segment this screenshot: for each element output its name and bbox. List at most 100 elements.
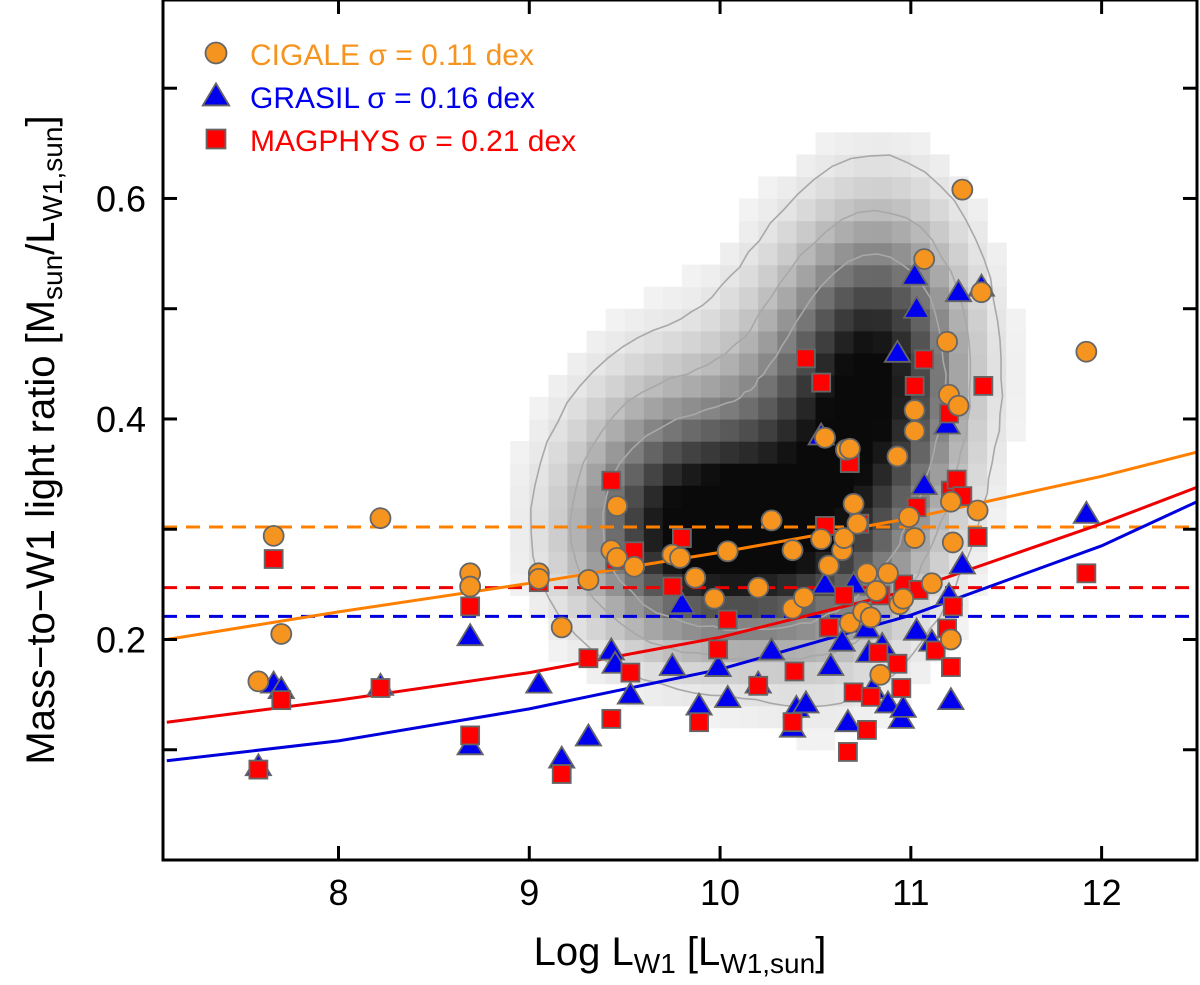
density-cell: [548, 396, 569, 420]
density-cell: [605, 330, 626, 354]
density-cell: [662, 463, 683, 486]
magphys-point: [782, 712, 803, 733]
density-cell: [1006, 419, 1026, 442]
density-cell: [777, 485, 797, 508]
density-cell: [624, 396, 645, 420]
density-cell: [548, 485, 569, 508]
y-tick-label: 0.4: [96, 399, 146, 440]
density-cell: [815, 463, 836, 486]
density-cell: [758, 352, 778, 376]
density-cell: [643, 441, 664, 464]
density-cell: [624, 463, 645, 486]
magphys-point: [370, 678, 391, 698]
magphys-point: [601, 708, 622, 729]
density-cell: [853, 396, 874, 420]
density-cell: [853, 154, 874, 178]
density-cell: [796, 308, 817, 332]
density-cell: [662, 352, 683, 376]
density-cell: [567, 595, 588, 619]
magphys-point: [837, 742, 858, 762]
y-tick-label: 0.6: [96, 178, 146, 219]
density-cell: [834, 132, 855, 155]
density-cell: [815, 286, 836, 310]
density-cell: [529, 463, 549, 486]
density-cell: [739, 419, 759, 442]
density-cell: [739, 396, 759, 420]
density-cell: [605, 396, 626, 420]
density-cell: [987, 264, 1007, 288]
density-cell: [739, 352, 759, 376]
cigale-point: [940, 628, 962, 651]
cigale-point: [903, 399, 926, 422]
density-cell: [987, 330, 1007, 354]
magphys-point: [860, 686, 881, 707]
density-cell: [643, 330, 664, 354]
density-cell: [605, 595, 626, 619]
density-cell: [987, 419, 1007, 442]
density-cell: [872, 220, 893, 244]
density-cell: [548, 551, 569, 574]
density-cell: [949, 242, 969, 266]
density-cell: [1006, 396, 1026, 420]
density-cell: [567, 396, 588, 420]
density-cell: [681, 617, 702, 641]
density-cell: [510, 507, 530, 530]
density-cell: [853, 419, 874, 442]
density-cell: [1006, 330, 1026, 354]
density-cell: [529, 529, 549, 552]
density-cell: [681, 441, 702, 464]
magphys-point: [811, 372, 832, 393]
density-cell: [929, 198, 950, 222]
x-tick-label: 10: [700, 872, 740, 913]
density-cell: [643, 308, 664, 332]
density-cell: [681, 485, 702, 508]
magphys-point: [620, 662, 641, 683]
density-cell: [529, 595, 549, 619]
magphys-point: [748, 675, 769, 696]
density-cell: [872, 374, 893, 398]
cigale-point: [898, 506, 920, 529]
density-cell: [872, 176, 893, 200]
density-cell: [796, 551, 817, 574]
cigale-point: [793, 586, 815, 609]
density-cell: [796, 264, 817, 288]
density-cell: [758, 595, 778, 619]
density-cell: [910, 441, 931, 464]
density-cell: [624, 441, 645, 464]
magphys-point: [460, 725, 481, 746]
density-cell: [548, 419, 569, 442]
density-cell: [872, 132, 893, 155]
density-cell: [987, 242, 1007, 266]
density-cell: [834, 176, 855, 200]
density-cell: [949, 264, 969, 288]
magphys-legend-marker: [205, 128, 227, 150]
density-cell: [777, 441, 797, 464]
density-cell: [586, 396, 607, 420]
density-cell: [910, 132, 931, 155]
density-cell: [815, 198, 836, 222]
magphys-point: [904, 375, 925, 396]
cigale-point: [856, 562, 878, 585]
density-cell: [853, 242, 874, 266]
cigale-point: [833, 527, 855, 549]
density-cell: [777, 374, 797, 398]
density-cell: [662, 485, 683, 508]
density-cell: [891, 198, 912, 222]
grasil-point: [827, 627, 857, 652]
density-cell: [929, 551, 950, 574]
density-cell: [968, 419, 988, 442]
density-cell: [891, 286, 912, 310]
density-cell: [853, 308, 874, 332]
density-cell: [968, 330, 988, 354]
cigale-point: [1075, 340, 1098, 363]
y-tick-label: 0.2: [96, 619, 146, 660]
density-cell: [681, 264, 702, 288]
density-cell: [548, 639, 569, 663]
grasil-point: [948, 550, 977, 575]
magphys-point: [887, 653, 908, 674]
grasil-point: [703, 653, 733, 677]
density-cell: [624, 639, 645, 663]
cigale-point: [577, 569, 600, 591]
density-cell: [643, 507, 664, 530]
density-cell: [701, 529, 721, 552]
